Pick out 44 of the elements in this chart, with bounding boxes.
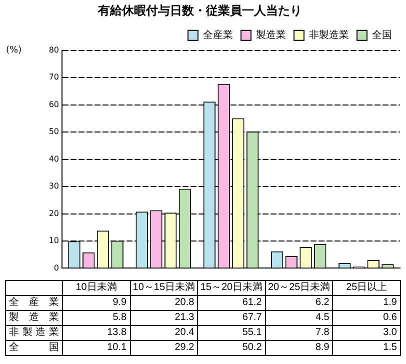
data-label: 21.3 xyxy=(130,310,198,326)
x-tick-label: 20～25日未満 xyxy=(265,280,333,296)
data-label: 20.8 xyxy=(130,296,198,310)
data-label: 13.8 xyxy=(62,326,130,340)
data-label: 9.9 xyxy=(62,296,130,310)
data-label: 4.5 xyxy=(265,310,333,326)
legend-label: 全国 xyxy=(372,28,392,41)
x-tick-label: 15～20日未満 xyxy=(198,280,266,296)
data-label: 1.9 xyxy=(332,296,400,310)
data-label: 0.6 xyxy=(332,310,400,326)
data-label: 8.9 xyxy=(265,340,333,356)
y-tick-label: 70 xyxy=(48,72,59,82)
chart-title: 有給休暇付与日数・従業員一人当たり xyxy=(97,3,302,18)
y-tick-label: 50 xyxy=(48,127,59,136)
data-label: 20.4 xyxy=(130,326,198,340)
y-tick-label: 10 xyxy=(48,236,59,246)
data-label: 61.2 xyxy=(198,296,266,310)
data-label: 1.5 xyxy=(332,340,400,356)
data-label: 67.7 xyxy=(198,310,266,326)
text: 全産業 xyxy=(9,297,59,308)
y-tick-label: 30 xyxy=(48,182,59,191)
data-label: 6.2 xyxy=(265,296,333,310)
y-tick-label: 80 xyxy=(48,45,59,54)
y-tick-label: 20 xyxy=(48,208,59,218)
legend-label: 製造業 xyxy=(256,28,286,41)
data-label: 50.2 xyxy=(198,340,266,356)
y-tick-label: 60 xyxy=(48,100,59,109)
x-tick-label: 10～15日未満 xyxy=(130,280,198,296)
data-label: 10.1 xyxy=(62,340,130,356)
legend-label: 全産業 xyxy=(203,28,233,41)
data-label: 3.0 xyxy=(332,326,400,340)
legend-label: 非製造業 xyxy=(309,28,349,41)
text: 非製造業 xyxy=(9,327,59,338)
data-label: 7.8 xyxy=(265,326,333,340)
text: 製造業 xyxy=(9,312,59,323)
y-tick-label: 40 xyxy=(48,154,59,164)
y-tick-label: 0 xyxy=(54,263,59,272)
data-label: 55.1 xyxy=(198,326,266,340)
data-label: 29.2 xyxy=(130,340,198,356)
x-tick-label: 25日以上 xyxy=(332,280,400,296)
x-tick-label: 10日未満 xyxy=(62,280,130,296)
text: 全国 xyxy=(9,342,59,353)
data-label: 5.8 xyxy=(62,310,130,326)
y-axis-title: (%) xyxy=(6,46,22,56)
